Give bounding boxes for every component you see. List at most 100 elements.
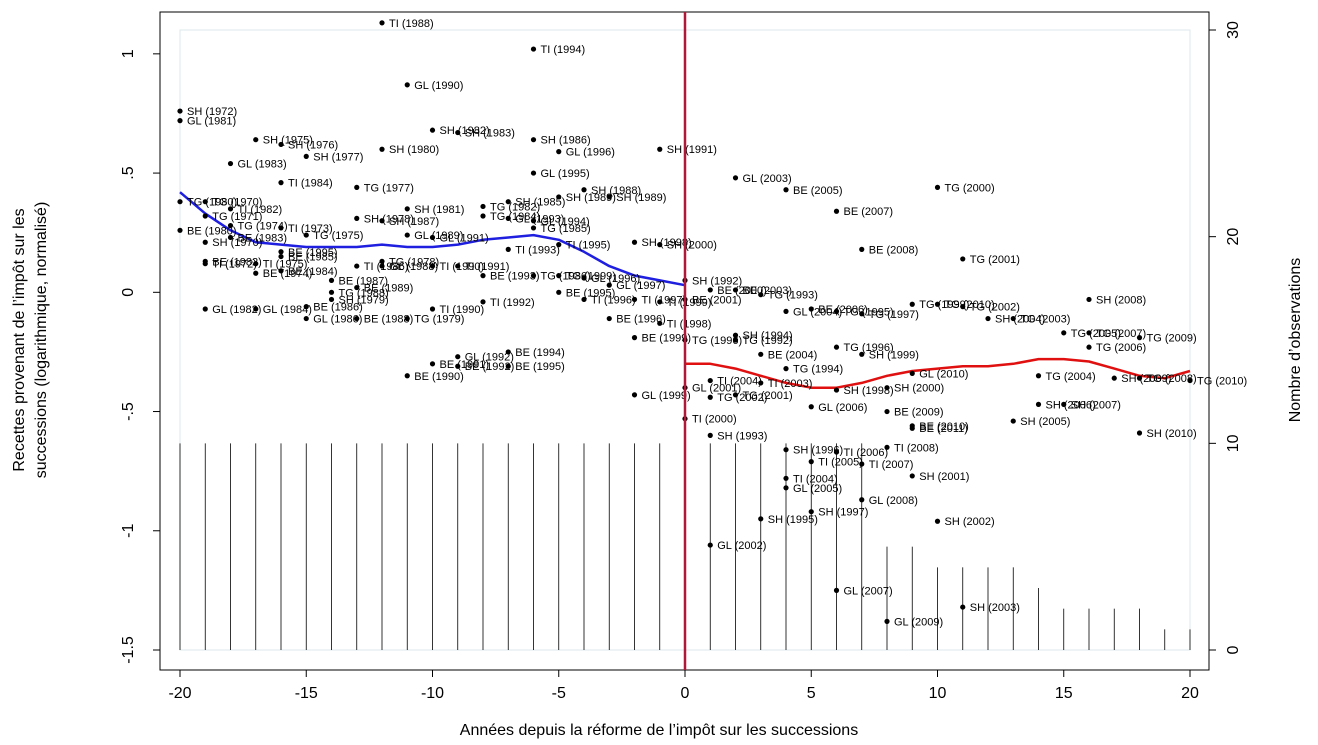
data-point: [833, 208, 840, 214]
data-point: [455, 129, 461, 136]
data-point-label: BE (1988): [364, 314, 414, 326]
data-point-label: SH (2004): [995, 314, 1045, 326]
data-point: [278, 225, 284, 231]
data-point: [253, 261, 259, 267]
data-point-label: TG (2008): [1147, 373, 1197, 385]
data-point: [404, 232, 410, 238]
data-point: [429, 263, 436, 269]
data-point-label: GL (1996): [591, 273, 640, 285]
data-point: [354, 215, 360, 221]
data-point: [404, 206, 410, 212]
data-point: [758, 292, 764, 298]
data-point-label: GL (1996): [566, 147, 615, 159]
data-point: [505, 199, 511, 205]
data-point-label: TI (1973): [288, 223, 333, 235]
data-point-label: TG (2006): [1096, 342, 1146, 354]
data-point-label: TI (2003): [768, 378, 813, 390]
data-point-label: SH (1988): [591, 185, 641, 197]
data-point-label: BE (2010): [919, 421, 969, 433]
data-point: [884, 618, 890, 624]
data-point-label: BE (2000): [717, 285, 767, 297]
right-tick-label: 20: [1225, 228, 1242, 246]
data-point-label: SH (1999): [869, 349, 919, 361]
data-point: [556, 194, 562, 200]
data-point-label: TG (1970): [212, 197, 262, 209]
data-point: [505, 349, 511, 355]
data-point-label: TI (1999): [667, 297, 712, 309]
data-point-label: TG (1999): [566, 271, 616, 283]
data-point: [707, 432, 713, 438]
x-axis: -20 -15 -10 -5 0 5 10 15 20: [168, 670, 1199, 702]
data-point-label: TI (2007): [869, 459, 914, 471]
data-point: [278, 249, 284, 255]
data-point-label: SH (2000): [894, 383, 944, 395]
data-point-label: TI (1984): [288, 178, 333, 190]
data-point: [530, 170, 537, 176]
data-point-label: BE (2004): [768, 349, 818, 361]
data-point: [909, 301, 915, 307]
data-point: [530, 46, 537, 52]
data-point-label: TI (1990): [440, 304, 485, 316]
data-point: [530, 273, 537, 279]
data-point: [909, 473, 915, 479]
data-point: [732, 392, 739, 398]
data-point-label: SH (1998): [844, 385, 894, 397]
data-point: [530, 137, 537, 143]
data-point: [1086, 330, 1092, 336]
data-point: [328, 296, 335, 303]
data-point: [379, 263, 385, 269]
data-point-label: GL (1986): [313, 314, 362, 326]
data-point-label: SH (1980): [389, 144, 439, 156]
left-tick-label: -1: [120, 524, 137, 538]
data-point: [934, 518, 941, 524]
trend-lines: [179, 191, 1191, 389]
data-point-label: BE (2006): [818, 304, 868, 316]
data-point-label: GL (2003): [743, 173, 792, 185]
data-point: [202, 213, 208, 219]
data-point-label: SH (1992): [692, 275, 742, 287]
data-point-label: SH (1986): [541, 135, 591, 147]
data-point: [278, 268, 284, 274]
data-point-label: SH (1982): [440, 125, 490, 137]
data-point: [631, 296, 638, 303]
data-point-label: SH (1995): [768, 514, 818, 526]
left-tick-label: .5: [120, 166, 137, 179]
data-point-label: TG (2001): [743, 390, 793, 402]
x-tick-label: 0: [681, 685, 690, 702]
data-point-label: BE (1983): [238, 232, 288, 244]
data-point-label: TI (1972): [212, 259, 257, 271]
data-point-label: TG (1996): [692, 335, 742, 347]
data-point-label: TI (1991): [465, 261, 510, 273]
data-point: [657, 299, 663, 305]
data-point-label: SH (2003): [970, 602, 1020, 614]
data-point: [631, 392, 638, 398]
data-point-label: SH (1993): [717, 430, 767, 442]
data-point: [328, 289, 335, 295]
data-point: [177, 118, 183, 124]
data-point-label: SH (1985): [515, 197, 565, 209]
data-point-label: SH (2009): [1121, 373, 1171, 385]
data-point: [278, 253, 284, 260]
data-point-label: GL (1994): [541, 216, 590, 228]
data-point: [657, 320, 663, 326]
data-point: [455, 354, 461, 360]
data-point-label: TG (2000): [945, 182, 995, 194]
data-point: [732, 337, 739, 343]
data-point: [202, 306, 208, 312]
data-point: [202, 239, 208, 245]
data-point-label: GL (1991): [440, 232, 489, 244]
data-point-label: GL (1997): [616, 280, 665, 292]
data-point: [1086, 296, 1092, 303]
data-point-label: TI (2006): [844, 447, 889, 459]
x-tick-label: 10: [929, 685, 947, 702]
data-point: [404, 373, 410, 379]
data-point-label: SH (2005): [1020, 416, 1070, 428]
data-point: [833, 387, 840, 393]
data-point-label: TG (2010): [945, 299, 995, 311]
data-point-label: BE (1986): [313, 302, 363, 314]
data-point-label: SH (1991): [667, 144, 717, 156]
data-point: [909, 370, 915, 376]
data-point: [278, 141, 284, 148]
data-point: [253, 270, 259, 276]
left-y-axis: -1.5 -1 -.5 0 .5 1: [120, 49, 161, 664]
